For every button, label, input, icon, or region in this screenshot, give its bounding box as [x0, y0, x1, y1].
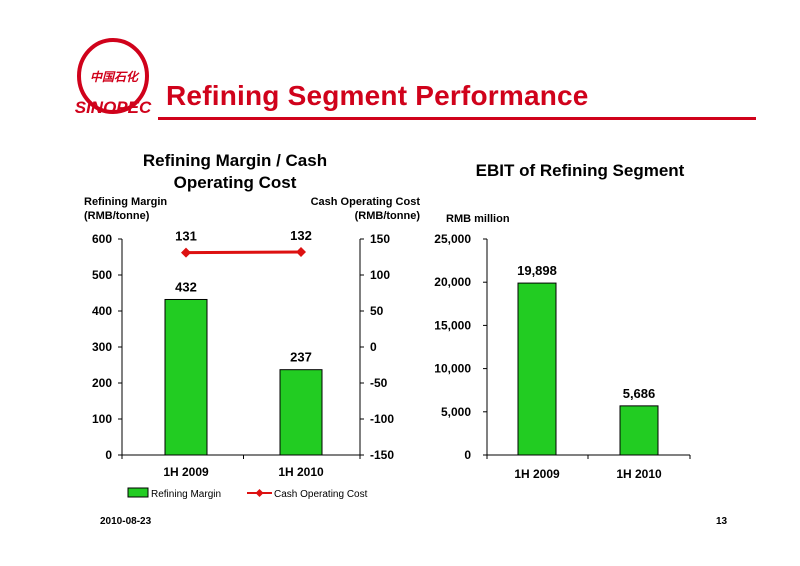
- category-label: 1H 2010: [278, 465, 324, 479]
- cash-cost-point: [181, 247, 191, 258]
- margin-value-label: 432: [175, 279, 197, 294]
- ebit-value-label: 5,686: [623, 386, 656, 401]
- right-tick-label: 100: [370, 268, 390, 282]
- y-tick-label: 5,000: [441, 405, 471, 419]
- legend-label-cash-cost: Cash Operating Cost: [274, 489, 368, 500]
- y-tick-label: 20,000: [434, 275, 471, 289]
- ebit-bar: [517, 282, 557, 456]
- cash-cost-point: [296, 246, 306, 257]
- ebit-value-label: 19,898: [517, 263, 557, 278]
- left-tick-label: 200: [92, 376, 112, 390]
- title-rule: [158, 117, 756, 120]
- sinopec-logo: 中国石化 SINOPEC: [70, 38, 156, 118]
- right-tick-label: -100: [370, 412, 394, 426]
- chart-title-ebit: EBIT of Refining Segment: [475, 161, 685, 180]
- left-tick-label: 500: [92, 268, 112, 282]
- cash-cost-value-label: 132: [290, 228, 312, 243]
- margin-value-label: 237: [290, 350, 312, 365]
- legend-swatch-margin: [127, 487, 149, 498]
- right-tick-label: -50: [370, 376, 388, 390]
- y-tick-label: 15,000: [434, 318, 471, 332]
- y-tick-label: 25,000: [434, 232, 471, 246]
- svg-text:SINOPEC: SINOPEC: [75, 98, 152, 117]
- ebit-axis-title: RMB million: [446, 213, 510, 225]
- footer-date: 2010-08-23: [100, 516, 152, 527]
- y-tick-label: 10,000: [434, 362, 471, 376]
- left-tick-label: 400: [92, 304, 112, 318]
- category-label: 1H 2010: [616, 467, 662, 481]
- left-axis-title: Refining Margin (RMB/tonne): [84, 196, 168, 222]
- legend-marker-cash-cost: [255, 489, 264, 497]
- category-label: 1H 2009: [163, 465, 209, 479]
- left-tick-label: 300: [92, 340, 112, 354]
- left-tick-label: 100: [92, 412, 112, 426]
- right-tick-label: 150: [370, 232, 390, 246]
- margin-bar: [164, 298, 208, 456]
- category-label: 1H 2009: [514, 467, 560, 481]
- right-tick-label: 50: [370, 304, 384, 318]
- slide-title: Refining Segment Performance: [166, 80, 589, 111]
- left-tick-label: 600: [92, 232, 112, 246]
- svg-text:中国石化: 中国石化: [90, 70, 140, 84]
- page-number: 13: [716, 516, 728, 527]
- right-tick-label: 0: [370, 340, 377, 354]
- cash-cost-line: [185, 250, 302, 255]
- ebit-bar: [619, 405, 659, 456]
- cash-cost-value-label: 131: [175, 229, 197, 244]
- legend-label-margin: Refining Margin: [151, 489, 221, 500]
- right-axis-title: Cash Operating Cost (RMB/tonne): [310, 196, 420, 222]
- margin-bar: [279, 369, 323, 456]
- right-tick-label: -150: [370, 448, 394, 462]
- chart-title-refining-margin: Refining Margin / Cash Operating Cost: [142, 151, 328, 192]
- left-tick-label: 0: [105, 448, 112, 462]
- y-tick-label: 0: [464, 448, 471, 462]
